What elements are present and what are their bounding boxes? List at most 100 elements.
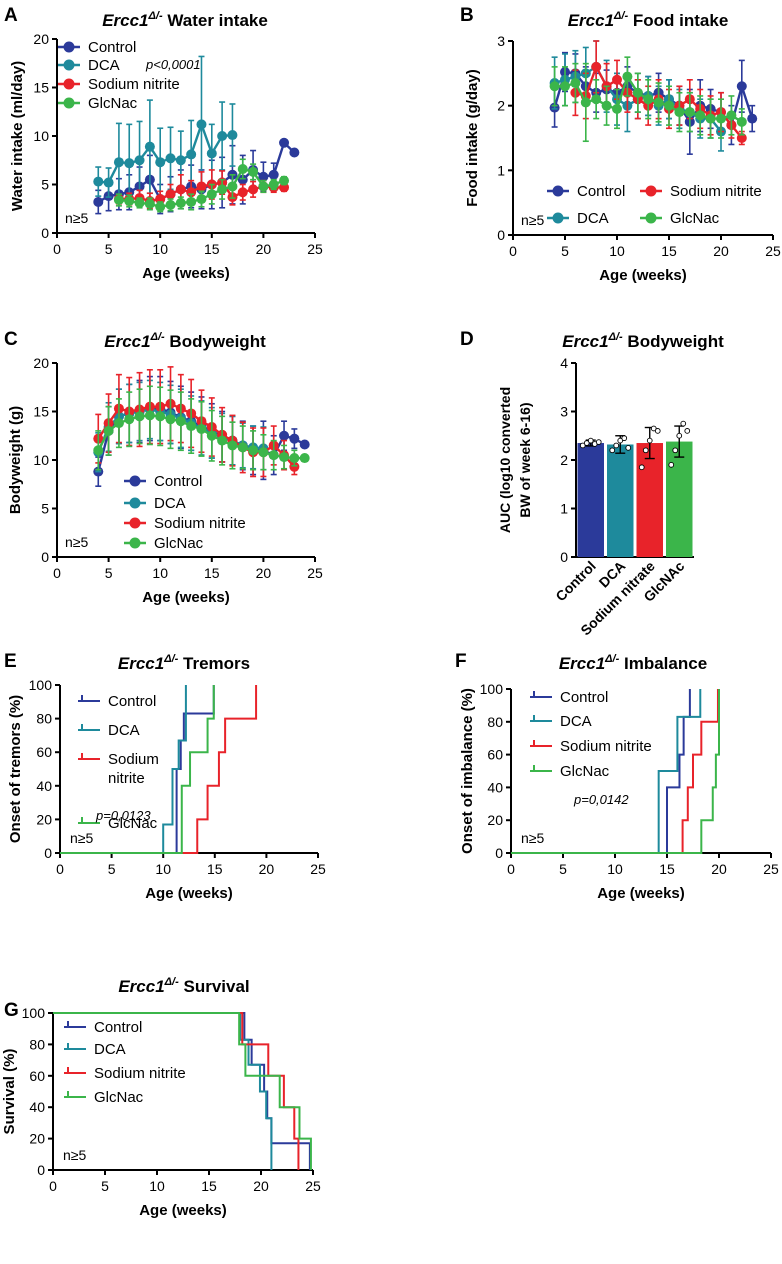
series-glcnac bbox=[113, 158, 290, 213]
chart-title: Ercc1Δ/- Bodyweight bbox=[562, 331, 724, 351]
data-point bbox=[268, 179, 279, 190]
legend-swatch-dot bbox=[129, 517, 141, 529]
panel-letter: B bbox=[460, 5, 474, 26]
legend-label: Sodium nitrite bbox=[94, 1065, 186, 1082]
legend-label: Sodium nitrite bbox=[88, 76, 180, 93]
data-point bbox=[165, 189, 176, 200]
data-point bbox=[124, 414, 135, 425]
data-point bbox=[560, 81, 570, 92]
legend-label: Sodium bbox=[108, 751, 159, 768]
data-point bbox=[289, 453, 300, 464]
sample-size-note: n≥5 bbox=[65, 534, 88, 550]
y-tick-label: 0 bbox=[44, 845, 52, 861]
data-point bbox=[93, 445, 104, 456]
data-point bbox=[612, 74, 622, 85]
step-line bbox=[60, 685, 187, 854]
y-tick-label: 0 bbox=[495, 845, 503, 861]
sample-size-note: n≥5 bbox=[65, 210, 88, 226]
data-point bbox=[93, 176, 104, 187]
data-point bbox=[279, 137, 290, 148]
step-line bbox=[511, 689, 719, 854]
data-point bbox=[155, 157, 166, 168]
y-tick-label: 10 bbox=[33, 128, 49, 144]
panel-letter: E bbox=[4, 651, 17, 672]
y-tick-label: 4 bbox=[560, 355, 568, 371]
axes: 0 5 10 15 20 25 0 5 10 15 20 bbox=[33, 355, 323, 581]
y-tick-label: 2 bbox=[497, 98, 505, 114]
data-point bbox=[227, 440, 238, 451]
data-point bbox=[165, 153, 176, 164]
x-tick-label: 25 bbox=[307, 565, 323, 581]
legend-swatch-dot bbox=[63, 97, 75, 109]
series-dca bbox=[60, 685, 187, 854]
data-point bbox=[570, 78, 581, 89]
x-tick-label: 20 bbox=[259, 861, 275, 877]
y-tick-label: 0 bbox=[37, 1162, 45, 1178]
y-axis-label: Survival (%) bbox=[1, 1049, 18, 1135]
data-point bbox=[196, 181, 207, 192]
sample-size-note: n≥5 bbox=[521, 212, 544, 228]
data-point bbox=[237, 163, 248, 174]
y-tick-label: 40 bbox=[487, 779, 503, 795]
data-point bbox=[642, 447, 649, 454]
panel-letter: G bbox=[4, 1000, 19, 1021]
step-line bbox=[511, 689, 720, 854]
legend-label: Sodium nitrite bbox=[154, 515, 246, 532]
x-axis-label: Age (weeks) bbox=[597, 885, 685, 902]
bar bbox=[636, 443, 663, 557]
y-tick-label: 5 bbox=[41, 177, 49, 193]
x-axis-label: Age (weeks) bbox=[142, 265, 230, 282]
y-tick-label: 5 bbox=[41, 501, 49, 517]
data-point bbox=[175, 416, 186, 427]
x-tick-label: 15 bbox=[201, 1178, 217, 1194]
y-tick-label: 0 bbox=[560, 549, 568, 565]
legend-swatch-dot bbox=[645, 212, 657, 224]
data-point bbox=[680, 420, 687, 427]
data-point bbox=[237, 442, 248, 453]
y-axis-label: Onset of imbalance (%) bbox=[459, 688, 476, 854]
sample-size-note: n≥5 bbox=[70, 830, 93, 846]
data-point bbox=[684, 428, 691, 434]
data-point bbox=[674, 107, 685, 118]
x-tick-label: 5 bbox=[105, 241, 113, 257]
legend-swatch-dot bbox=[552, 185, 564, 197]
series-glcnac bbox=[60, 685, 215, 854]
data-point bbox=[601, 100, 612, 111]
data-point bbox=[716, 113, 726, 124]
x-tick-label: 0 bbox=[53, 241, 61, 257]
legend-label: Control bbox=[154, 473, 202, 490]
data-point bbox=[625, 445, 632, 451]
legend-label: DCA bbox=[94, 1041, 126, 1058]
data-point bbox=[622, 71, 633, 82]
legend-swatch-dot bbox=[129, 475, 141, 487]
data-point bbox=[583, 440, 590, 446]
x-tick-label: 10 bbox=[152, 565, 168, 581]
y-tick-label: 15 bbox=[33, 80, 49, 96]
legend-label: Sodium nitrite bbox=[670, 183, 762, 200]
x-tick-label: 5 bbox=[105, 565, 113, 581]
chart-title: Ercc1Δ/- Survival bbox=[118, 976, 249, 996]
p-value: p<0,0001 bbox=[145, 57, 201, 72]
series-glcnac bbox=[53, 1012, 312, 1170]
series-glcnac bbox=[93, 385, 310, 471]
series-glcnac bbox=[511, 689, 720, 854]
x-tick-label: 5 bbox=[108, 861, 116, 877]
legend-swatch-dot bbox=[129, 497, 141, 509]
x-tick-label: 10 bbox=[607, 861, 623, 877]
y-tick-label: 60 bbox=[36, 744, 52, 760]
x-tick-label: 25 bbox=[763, 861, 779, 877]
data-point bbox=[549, 81, 560, 92]
data-point bbox=[93, 196, 104, 207]
data-point bbox=[591, 61, 602, 72]
data-point bbox=[155, 411, 166, 422]
x-axis-label: Age (weeks) bbox=[139, 1202, 227, 1219]
series-dca bbox=[53, 1012, 273, 1170]
data-point bbox=[113, 157, 124, 168]
legend-label: GlcNac bbox=[560, 763, 610, 780]
y-tick-label: 100 bbox=[22, 1005, 46, 1021]
data-point bbox=[206, 148, 217, 159]
data-point bbox=[279, 452, 290, 463]
p-value: p=0,0142 bbox=[573, 792, 629, 807]
